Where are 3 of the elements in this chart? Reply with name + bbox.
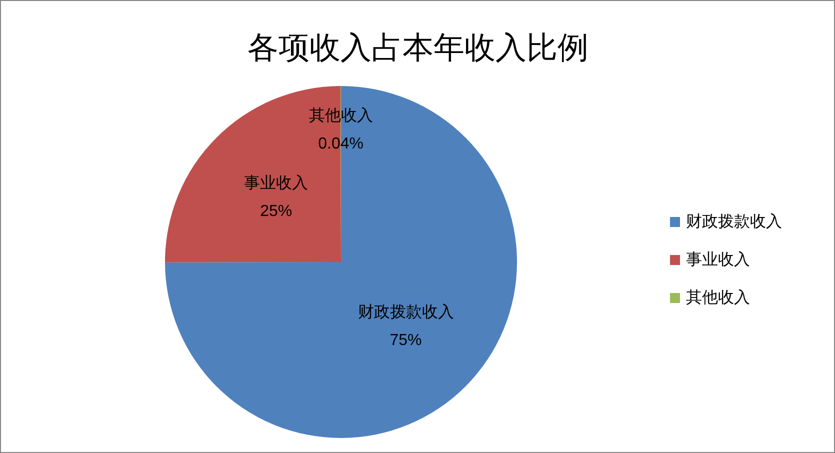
label: 事业收入 bbox=[244, 174, 308, 192]
label: 财政拨款收入 bbox=[358, 304, 454, 322]
title: 各项收入占本年收入比例 bbox=[248, 30, 588, 65]
